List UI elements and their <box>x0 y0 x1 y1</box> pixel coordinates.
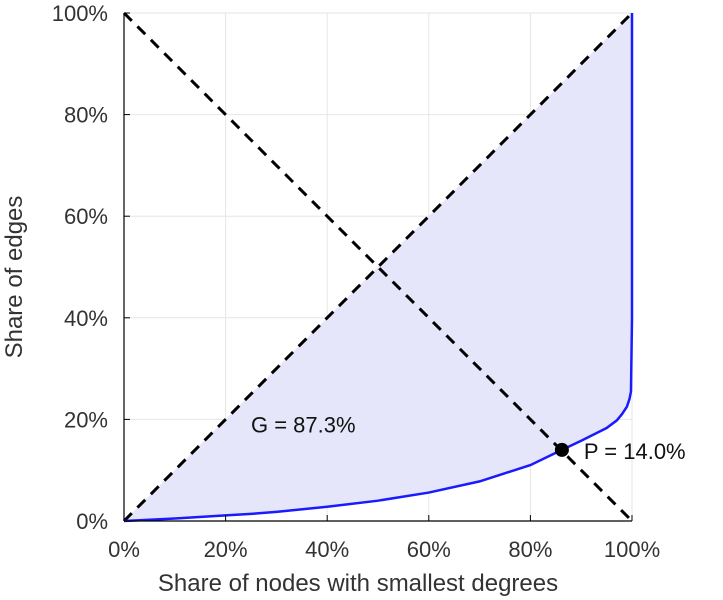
y-tick-label: 60% <box>64 204 108 229</box>
diagonals <box>122 11 634 523</box>
p-annotation: P = 14.0% <box>584 439 686 464</box>
equality-line <box>122 11 634 523</box>
x-tick-label: 100% <box>604 537 660 562</box>
gini-annotation: G = 87.3% <box>251 412 356 437</box>
y-axis-title: Share of edges <box>1 196 28 359</box>
y-tick-label: 80% <box>64 103 108 128</box>
x-tick-label: 0% <box>108 537 140 562</box>
y-tick-label: 40% <box>64 306 108 331</box>
p-point-marker <box>554 442 569 457</box>
anti-diagonal-line <box>122 11 634 523</box>
x-tick-label: 80% <box>508 537 552 562</box>
y-tick-label: 20% <box>64 407 108 432</box>
y-tick-label: 0% <box>76 509 108 534</box>
x-axis-title: Share of nodes with smallest degrees <box>158 570 558 597</box>
x-tick-label: 20% <box>204 537 248 562</box>
tick-labels: 0% 20% 40% 60% 80% 100% 0% 20% 40% 60% 80% 100% <box>52 1 660 562</box>
x-tick-label: 40% <box>305 537 349 562</box>
y-tick-label: 100% <box>52 1 108 26</box>
axes <box>123 12 633 522</box>
x-tick-label: 60% <box>407 537 451 562</box>
